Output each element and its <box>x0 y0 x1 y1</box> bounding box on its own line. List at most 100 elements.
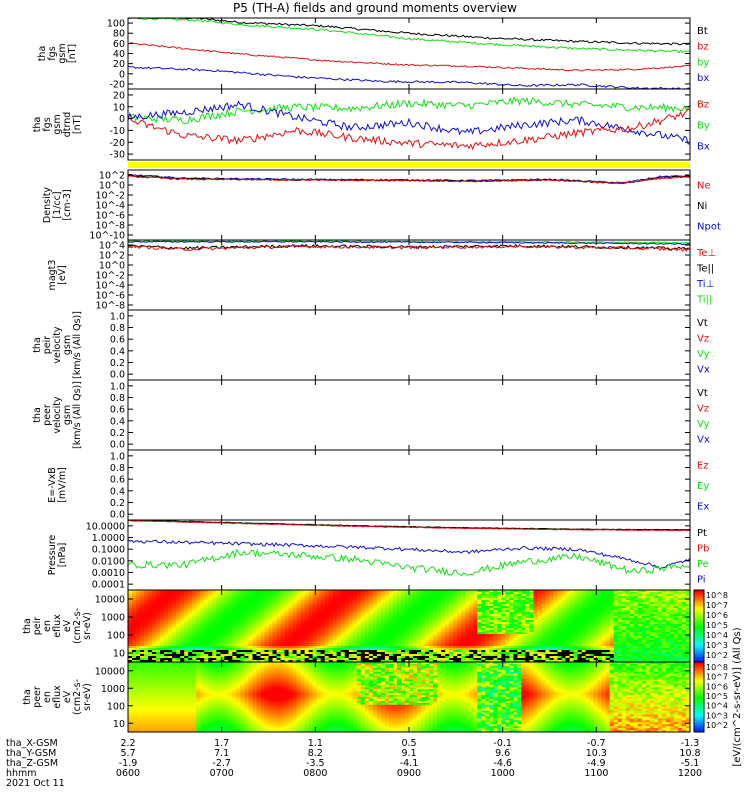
spectrogram-cell <box>609 602 615 605</box>
spectrogram-cell <box>308 632 314 635</box>
spectrogram-cell <box>533 626 538 629</box>
spectrogram-cell <box>417 602 422 605</box>
spectrogram-cell <box>453 606 458 609</box>
spectrogram-cell <box>609 658 615 661</box>
spectrogram-cell <box>396 596 402 599</box>
spectrogram-cell <box>545 638 550 641</box>
spectrogram-cell <box>168 622 173 625</box>
spectrogram-cell <box>236 646 241 649</box>
spectrogram-cell <box>280 650 285 653</box>
spectrogram-cell <box>256 656 261 659</box>
spectrogram-cell <box>272 592 277 595</box>
y-axis-label: tha <box>37 46 48 62</box>
spectrogram-cell <box>629 630 635 633</box>
spectrogram-cell <box>517 622 522 625</box>
spectrogram-cell <box>469 658 474 661</box>
spectrogram-cell <box>180 640 185 643</box>
spectrogram-cell <box>541 590 546 593</box>
spectrogram-cell <box>216 644 221 647</box>
spectrogram-cell <box>465 600 470 603</box>
spectrogram-cell <box>388 608 394 611</box>
spectrogram-cell <box>216 612 221 615</box>
spectrogram-cell <box>176 622 181 625</box>
spectrogram-cell <box>629 622 635 625</box>
spectrogram-cell <box>200 622 205 625</box>
spectrogram-cell <box>637 600 643 603</box>
spectrogram-cell <box>413 650 418 653</box>
spectrogram-cell <box>256 630 261 633</box>
spectrogram-cell <box>280 640 285 643</box>
spectrogram-cell <box>172 612 177 615</box>
spectrogram-cell <box>388 650 394 653</box>
spectrogram-cell <box>128 654 133 657</box>
spectrogram-cell <box>585 658 591 661</box>
spectrogram-cell <box>312 646 318 649</box>
spectrogram-cell <box>184 630 189 633</box>
spectrogram-cell <box>485 600 490 603</box>
spectrogram-cell <box>216 590 221 593</box>
spectrogram-cell <box>232 600 237 603</box>
spectrogram-cell <box>232 592 237 595</box>
spectrogram-cell <box>561 600 566 603</box>
spectrogram-cell <box>368 646 374 649</box>
spectrogram-cell <box>352 640 358 643</box>
spectrogram-cell <box>477 648 482 651</box>
spectrogram-cell <box>140 620 145 623</box>
spectrogram-cell <box>304 612 310 615</box>
spectrogram-cell <box>425 606 430 609</box>
spectrogram-cell <box>256 616 261 619</box>
spectrogram-cell <box>272 598 277 601</box>
spectrogram-cell <box>537 612 542 615</box>
y-tick-label: 100 <box>107 19 125 30</box>
spectrogram-cell <box>473 604 478 607</box>
spectrogram-cell <box>192 628 197 631</box>
spectrogram-cell <box>637 648 643 651</box>
spectrogram-cell <box>557 616 562 619</box>
spectrogram-cell <box>176 640 181 643</box>
spectrogram-cell <box>180 648 185 651</box>
spectrogram-cell <box>156 610 161 613</box>
spectrogram-cell <box>417 604 422 607</box>
spectrogram-cell <box>573 644 578 647</box>
spectrogram-cell <box>276 648 281 651</box>
spectrogram-cell <box>565 596 570 599</box>
spectrogram-cell <box>156 630 161 633</box>
spectrogram-cell <box>160 630 165 633</box>
spectrogram-cell <box>597 610 603 613</box>
spectrogram-cell <box>280 656 285 659</box>
spectrogram-cell <box>232 638 237 641</box>
spectrogram-cell <box>144 642 149 645</box>
spectrogram-cell <box>224 604 229 607</box>
y-axis-label: [1/cc] <box>52 191 63 218</box>
spectrogram-cell <box>352 598 358 601</box>
spectrogram-cell <box>156 652 161 655</box>
spectrogram-cell <box>517 592 522 595</box>
spectrogram-cell <box>316 622 322 625</box>
spectrogram-cell <box>469 642 474 645</box>
spectrogram-cell <box>441 596 446 599</box>
spectrogram-cell <box>541 592 546 595</box>
spectrogram-cell <box>425 650 430 653</box>
spectrogram-cell <box>272 624 277 627</box>
spectrogram-cell <box>364 610 370 613</box>
spectrogram-cell <box>477 640 482 643</box>
spectrogram-cell <box>148 656 153 659</box>
spectrogram-cell <box>320 592 326 595</box>
spectrogram-cell <box>577 616 583 619</box>
spectrogram-cell <box>220 650 225 653</box>
spectrogram-cell <box>453 616 458 619</box>
spectrogram-cell <box>184 602 189 605</box>
spectrogram-cell <box>473 620 478 623</box>
spectrogram-cell <box>465 628 470 631</box>
spectrogram-cell <box>200 616 205 619</box>
spectrogram-cell <box>509 606 514 609</box>
spectrogram-cell <box>224 626 229 629</box>
spectrogram-cell <box>336 600 342 603</box>
spectrogram-cell <box>469 654 474 657</box>
spectrogram-cell <box>328 612 334 615</box>
spectrogram-cell <box>204 616 209 619</box>
spectrogram-cell <box>148 590 153 593</box>
spectrogram-cell <box>168 654 173 657</box>
spectrogram-cell <box>493 610 498 613</box>
spectrogram-cell <box>605 660 611 663</box>
